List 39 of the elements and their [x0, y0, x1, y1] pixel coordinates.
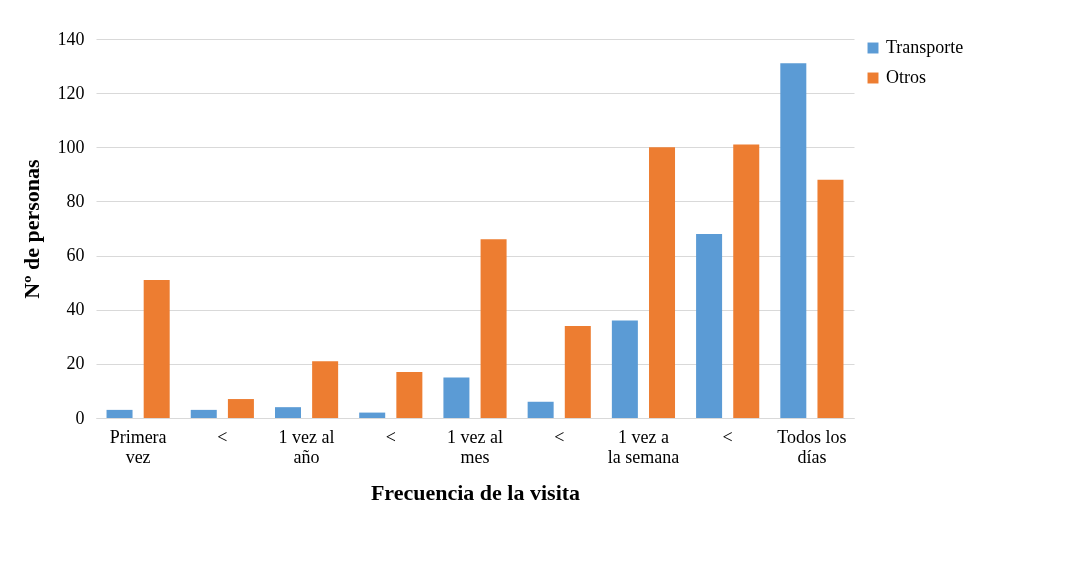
x-tick-label: 1 vez a la semana [607, 426, 680, 467]
y-tick-label: 100 [57, 136, 85, 157]
y-tick-label: 0 [75, 407, 85, 428]
bar [527, 401, 554, 418]
x-tick-label: Primera vez [109, 426, 167, 467]
bar [649, 147, 676, 418]
bar [443, 377, 470, 418]
bar [564, 325, 591, 418]
y-axis-title: Nº de personas [18, 158, 44, 299]
bar [733, 144, 760, 418]
bar [611, 320, 638, 418]
legend-label: Otros [886, 67, 926, 87]
bar [106, 409, 133, 418]
x-axis-title: Frecuencia de la visita [370, 479, 581, 505]
bar [190, 409, 217, 418]
bar [696, 233, 723, 418]
x-tick-label: < [217, 426, 228, 447]
legend-label: Transporte [886, 37, 964, 57]
bar [143, 279, 170, 418]
y-tick-label: 60 [66, 245, 85, 266]
y-tick-label: 120 [57, 82, 85, 103]
bar [480, 239, 507, 418]
x-tick-label: < [722, 426, 733, 447]
bar [396, 371, 423, 418]
y-tick-label: 80 [66, 190, 85, 211]
bar [312, 361, 339, 418]
bar [359, 412, 386, 418]
x-tick-label: 1 vez al mes [447, 426, 503, 467]
x-tick-label: Todos los días [777, 426, 847, 467]
y-tick-label: 140 [57, 28, 85, 49]
x-tick-label: < [554, 426, 565, 447]
bar [780, 63, 807, 418]
bar [274, 407, 301, 418]
y-tick-label: 20 [66, 353, 85, 374]
y-tick-label: 40 [66, 299, 85, 320]
bar [227, 399, 254, 418]
x-tick-label: < [385, 426, 396, 447]
x-tick-label: 1 vez al año [278, 426, 335, 467]
bar [817, 179, 844, 418]
